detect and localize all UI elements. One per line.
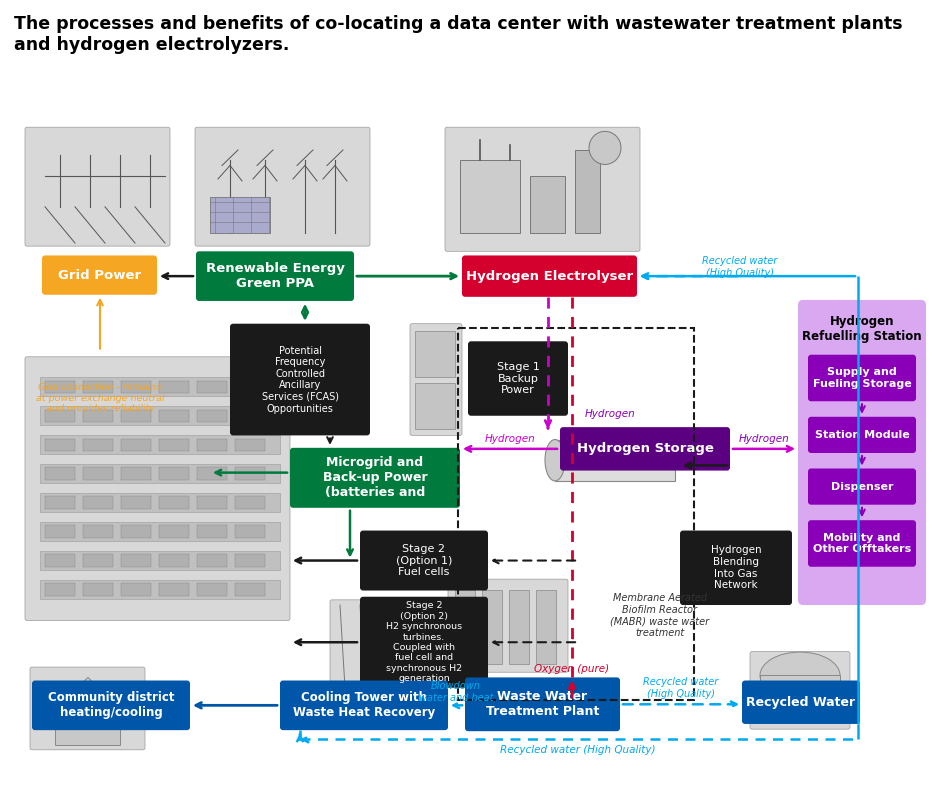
Polygon shape: [50, 678, 125, 714]
Bar: [40, 494, 280, 512]
Bar: [415, 383, 455, 429]
Bar: [197, 468, 227, 480]
Bar: [458, 328, 694, 700]
Text: Station Module: Station Module: [815, 430, 910, 440]
FancyBboxPatch shape: [742, 681, 860, 724]
Bar: [45, 525, 75, 538]
Bar: [121, 439, 151, 451]
Bar: [197, 439, 227, 451]
Bar: [460, 160, 520, 233]
Bar: [482, 590, 502, 664]
Ellipse shape: [555, 439, 675, 481]
Bar: [197, 583, 227, 596]
FancyBboxPatch shape: [230, 324, 370, 435]
Bar: [455, 590, 475, 664]
Bar: [536, 590, 556, 664]
Bar: [121, 380, 151, 393]
FancyBboxPatch shape: [798, 300, 926, 605]
Bar: [121, 583, 151, 596]
FancyBboxPatch shape: [30, 667, 145, 750]
Bar: [235, 468, 265, 480]
FancyBboxPatch shape: [560, 427, 730, 471]
Bar: [40, 522, 280, 541]
Bar: [197, 380, 227, 393]
FancyBboxPatch shape: [680, 531, 792, 605]
Bar: [530, 176, 565, 233]
Text: Cooling Tower with
Waste Heat Recovery: Cooling Tower with Waste Heat Recovery: [293, 692, 435, 719]
Bar: [121, 468, 151, 480]
Bar: [45, 380, 75, 393]
Bar: [40, 435, 280, 454]
Text: Stage 1
Backup
Power: Stage 1 Backup Power: [497, 362, 540, 395]
Bar: [83, 525, 113, 538]
FancyBboxPatch shape: [468, 341, 568, 416]
Bar: [509, 590, 529, 664]
Bar: [235, 554, 265, 567]
FancyBboxPatch shape: [280, 681, 448, 730]
Bar: [159, 583, 189, 596]
Text: Hydrogen Electrolyser: Hydrogen Electrolyser: [466, 270, 633, 283]
Bar: [121, 525, 151, 538]
Text: Potential
Frequency
Controlled
Ancillary
Services (FCAS)
Opportunities: Potential Frequency Controlled Ancillary…: [262, 346, 338, 413]
Bar: [197, 497, 227, 509]
Text: Stage 2
(Option 2)
H2 synchronous
turbines.
Coupled with
fuel cell and
synchrono: Stage 2 (Option 2) H2 synchronous turbin…: [386, 601, 462, 683]
Bar: [83, 439, 113, 451]
Text: Hydrogen
Refuelling Station: Hydrogen Refuelling Station: [802, 315, 922, 343]
Bar: [159, 380, 189, 393]
Text: Hydrogen: Hydrogen: [584, 409, 636, 419]
FancyBboxPatch shape: [465, 678, 620, 731]
Text: Oxygen (pure): Oxygen (pure): [534, 664, 610, 674]
Bar: [45, 497, 75, 509]
Bar: [159, 439, 189, 451]
Bar: [40, 377, 280, 396]
Text: Blowdown
water and heat: Blowdown water and heat: [418, 681, 493, 703]
Text: Membrane Aerated
Biofilm Reactor
(MABR) waste water
treatment: Membrane Aerated Biofilm Reactor (MABR) …: [610, 593, 709, 637]
Bar: [83, 497, 113, 509]
Ellipse shape: [545, 439, 565, 481]
Text: Hydrogen
Blending
Into Gas
Network: Hydrogen Blending Into Gas Network: [711, 545, 761, 590]
Bar: [235, 583, 265, 596]
Bar: [235, 439, 265, 451]
Bar: [40, 406, 280, 425]
Bar: [40, 551, 280, 570]
FancyBboxPatch shape: [808, 468, 916, 505]
Bar: [197, 410, 227, 422]
Bar: [159, 468, 189, 480]
Circle shape: [589, 131, 621, 164]
FancyBboxPatch shape: [25, 127, 170, 246]
Bar: [45, 583, 75, 596]
Bar: [235, 410, 265, 422]
Bar: [121, 497, 151, 509]
Bar: [555, 439, 675, 481]
FancyBboxPatch shape: [360, 531, 488, 590]
Text: Supply and
Fueling Storage: Supply and Fueling Storage: [813, 367, 911, 389]
Text: Grid Power: Grid Power: [58, 269, 141, 281]
FancyBboxPatch shape: [42, 255, 157, 295]
Ellipse shape: [760, 652, 840, 699]
Bar: [45, 554, 75, 567]
Text: Grid connection - remains
at power exchange neutral
and provides reliability: Grid connection - remains at power excha…: [35, 384, 164, 413]
FancyBboxPatch shape: [25, 357, 290, 620]
Text: The processes and benefits of co-locating a data center with wastewater treatmen: The processes and benefits of co-locatin…: [14, 15, 902, 53]
Bar: [760, 675, 840, 707]
FancyBboxPatch shape: [360, 597, 488, 688]
FancyBboxPatch shape: [410, 324, 462, 435]
Bar: [159, 497, 189, 509]
Bar: [121, 554, 151, 567]
Text: Stage 2
(Option 1)
Fuel cells: Stage 2 (Option 1) Fuel cells: [396, 544, 452, 577]
FancyBboxPatch shape: [290, 448, 460, 508]
Bar: [121, 410, 151, 422]
Bar: [197, 525, 227, 538]
Bar: [83, 380, 113, 393]
Text: Hydrogen: Hydrogen: [485, 434, 535, 443]
Bar: [159, 525, 189, 538]
Bar: [45, 410, 75, 422]
Bar: [83, 468, 113, 480]
Text: Recycled Water: Recycled Water: [747, 696, 856, 709]
FancyBboxPatch shape: [750, 652, 850, 729]
Text: Waste Water
Treatment Plant: Waste Water Treatment Plant: [486, 690, 599, 718]
Bar: [159, 410, 189, 422]
Bar: [197, 554, 227, 567]
FancyBboxPatch shape: [330, 600, 425, 693]
Bar: [210, 196, 270, 233]
